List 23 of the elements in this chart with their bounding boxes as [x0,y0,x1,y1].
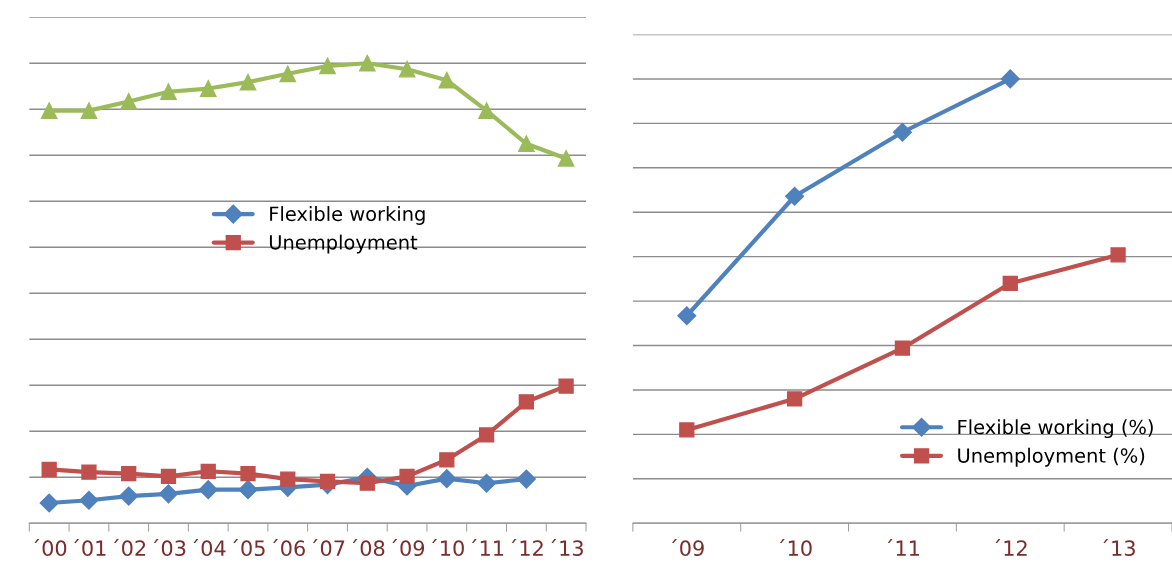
x-tick-label: ´11 [471,539,504,556]
x-tick-label: ´07 [312,539,345,557]
x-tick-label: ´03 [153,539,186,557]
x-tick-label: ´09 [672,539,704,557]
x-tick-label: ´08 [352,539,385,557]
legend-label: Unemployment (%) [958,447,1145,467]
legend-label: Flexible working (%) [958,419,1153,439]
x-tick-label: ´12 [995,539,1027,556]
x-tick-label: ´04 [193,539,226,557]
x-tick-label: ´00 [34,539,67,557]
x-tick-label: ´12 [511,539,543,556]
x-tick-label: ´06 [273,539,305,557]
x-tick-label: ´10 [432,539,464,557]
x-tick-label: ´05 [233,539,265,557]
x-tick-label: ´13 [551,539,583,557]
x-tick-label: ´10 [779,539,812,557]
x-tick-label: ´09 [392,539,425,557]
x-tick-label: ´11 [887,539,919,556]
x-tick-label: ´01 [74,539,106,557]
x-tick-label: ´13 [1103,539,1135,557]
x-tick-label: ´02 [114,539,146,557]
legend-label: Unemployment [269,234,418,254]
legend-label: Flexible working [270,206,425,225]
